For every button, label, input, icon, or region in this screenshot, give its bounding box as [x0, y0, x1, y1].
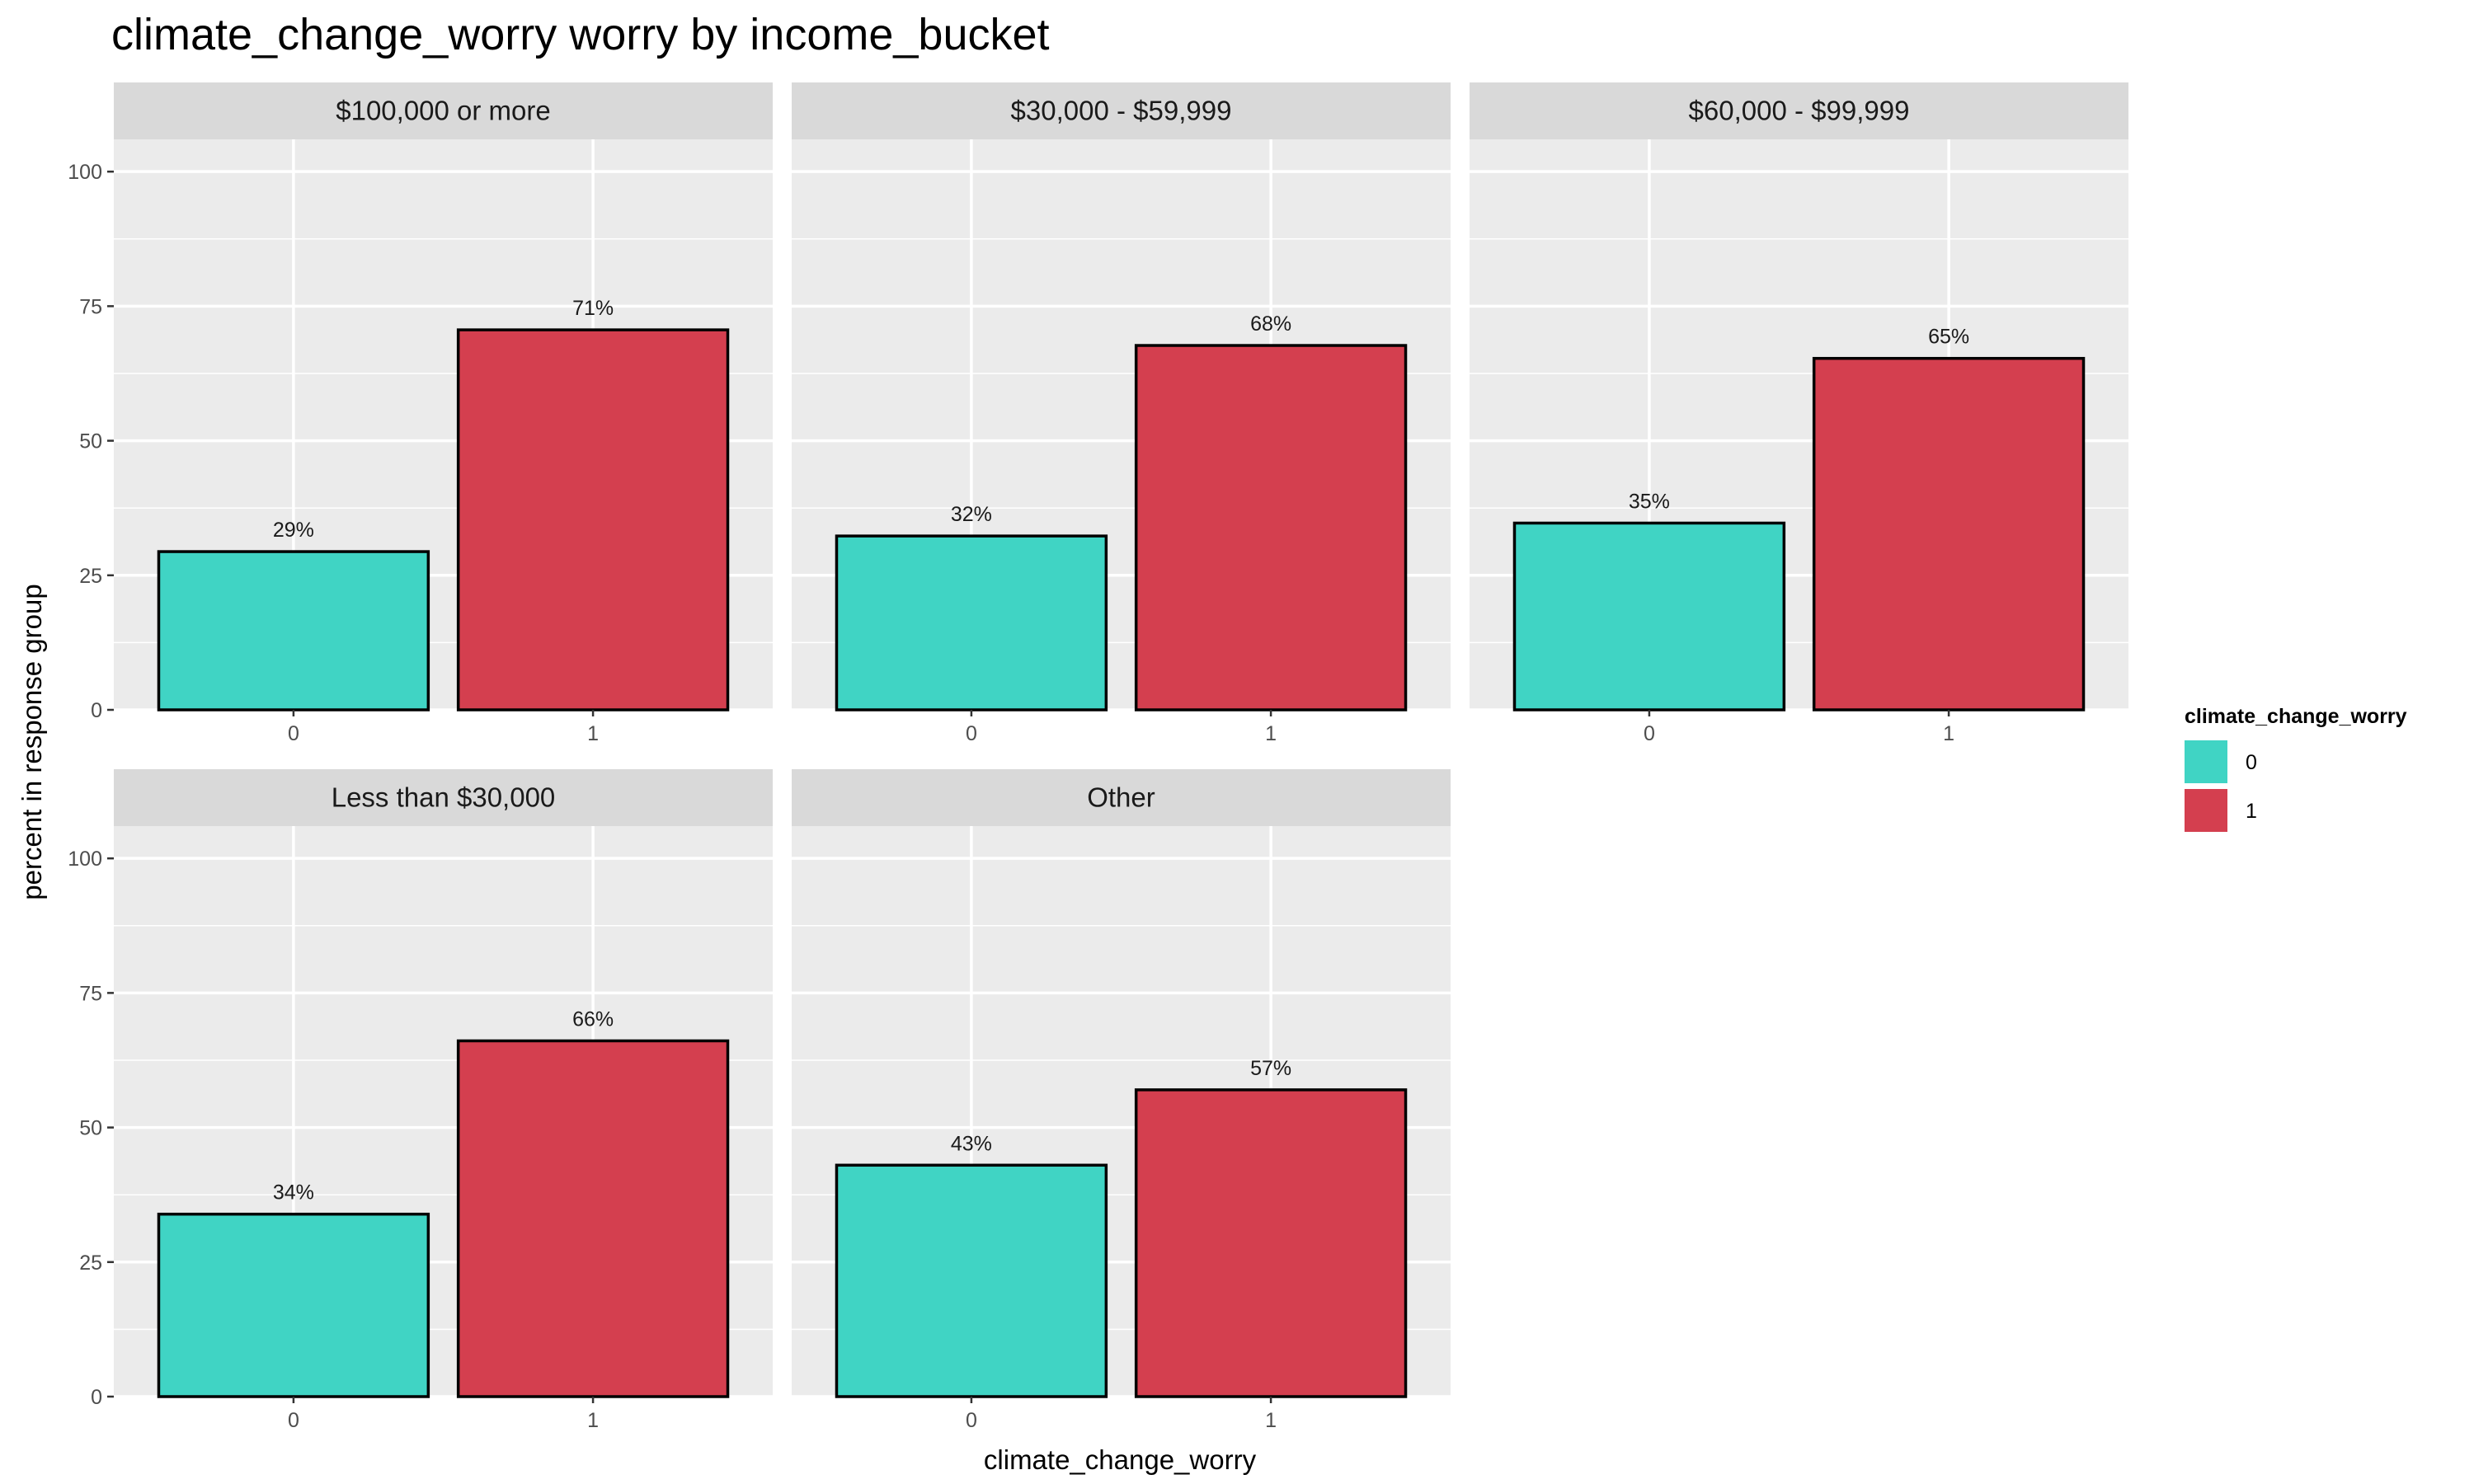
- facet-panel: $60,000 - $99,999 35% 65% 0 1: [1470, 82, 2128, 745]
- bar-1: [1134, 344, 1408, 711]
- legend-key-1: [2185, 789, 2227, 832]
- bar-1: [1812, 356, 2086, 711]
- bar-0: [1512, 521, 1786, 711]
- bar-data-label: 66%: [572, 1007, 614, 1031]
- legend-title: climate_change_worry: [2185, 705, 2407, 728]
- bar-data-label: 34%: [273, 1181, 314, 1205]
- bar-1: [456, 328, 730, 711]
- facet-panel: $30,000 - $59,999 32% 68% 0 1: [792, 82, 1451, 745]
- y-tick-label: 100: [68, 161, 102, 184]
- facet-strip-label: Other: [1087, 782, 1155, 813]
- facet-strip-label: $100,000 or more: [336, 96, 551, 126]
- x-tick-label: 1: [1265, 722, 1277, 745]
- x-axis-title: climate_change_worry: [984, 1444, 1257, 1475]
- bar-data-label: 68%: [1250, 312, 1291, 336]
- x-tick-label: 0: [288, 1409, 299, 1432]
- facet-strip: [792, 82, 1451, 139]
- y-axis-title: percent in response group: [16, 584, 47, 899]
- legend-label: 1: [2246, 800, 2257, 823]
- y-tick-label: 0: [91, 699, 102, 722]
- x-tick-label: 1: [1943, 722, 1954, 745]
- facet-strip: [114, 82, 773, 139]
- chart-title: climate_change_worry worry by income_buc…: [111, 10, 1050, 59]
- x-tick-label: 0: [966, 1409, 977, 1432]
- bar-data-label: 57%: [1250, 1057, 1291, 1080]
- bar-data-label: 32%: [951, 503, 992, 526]
- facet-strip-label: Less than $30,000: [332, 782, 556, 813]
- y-tick-label: 50: [79, 430, 102, 453]
- bar-data-label: 43%: [951, 1132, 992, 1155]
- y-tick-label: 100: [68, 848, 102, 871]
- facet-strip-label: $60,000 - $99,999: [1689, 96, 1910, 126]
- facet-panel: Other 43% 57% 0 1: [792, 769, 1451, 1432]
- y-tick-label: 25: [79, 565, 102, 588]
- y-tick-label: 75: [79, 982, 102, 1005]
- legend-key-0: [2185, 740, 2227, 783]
- bar-data-label: 35%: [1629, 490, 1670, 513]
- bar-1: [1134, 1088, 1408, 1398]
- facet-strip: [114, 769, 773, 826]
- legend: climate_change_worry 01: [2185, 705, 2407, 832]
- bar-0: [157, 550, 430, 711]
- x-tick-label: 1: [587, 1409, 599, 1432]
- bar-0: [835, 534, 1108, 711]
- bar-data-label: 71%: [572, 297, 614, 320]
- y-tick-label: 0: [91, 1386, 102, 1409]
- y-tick-label: 25: [79, 1252, 102, 1275]
- bar-data-label: 65%: [1928, 326, 1969, 349]
- legend-keys: 01: [2185, 740, 2257, 832]
- legend-label: 0: [2246, 751, 2257, 774]
- bar-0: [157, 1212, 430, 1398]
- bar-1: [456, 1039, 730, 1398]
- bar-0: [835, 1163, 1108, 1398]
- facet-strip: [792, 769, 1451, 826]
- x-tick-label: 1: [1265, 1409, 1277, 1432]
- y-tick-label: 50: [79, 1117, 102, 1140]
- bar-data-label: 29%: [273, 519, 314, 542]
- x-tick-label: 0: [288, 722, 299, 745]
- facet-panel: $100,000 or more 29% 71% 0 25 50 75 100 0 1: [68, 82, 773, 745]
- x-tick-label: 0: [966, 722, 977, 745]
- facet-strip-label: $30,000 - $59,999: [1011, 96, 1232, 126]
- facet-panel: Less than $30,000 34% 66% 0 25 50 75 100 0 1: [68, 769, 773, 1432]
- y-tick-label: 75: [79, 295, 102, 318]
- x-tick-label: 1: [587, 722, 599, 745]
- facet-strip: [1470, 82, 2128, 139]
- x-tick-label: 0: [1644, 722, 1655, 745]
